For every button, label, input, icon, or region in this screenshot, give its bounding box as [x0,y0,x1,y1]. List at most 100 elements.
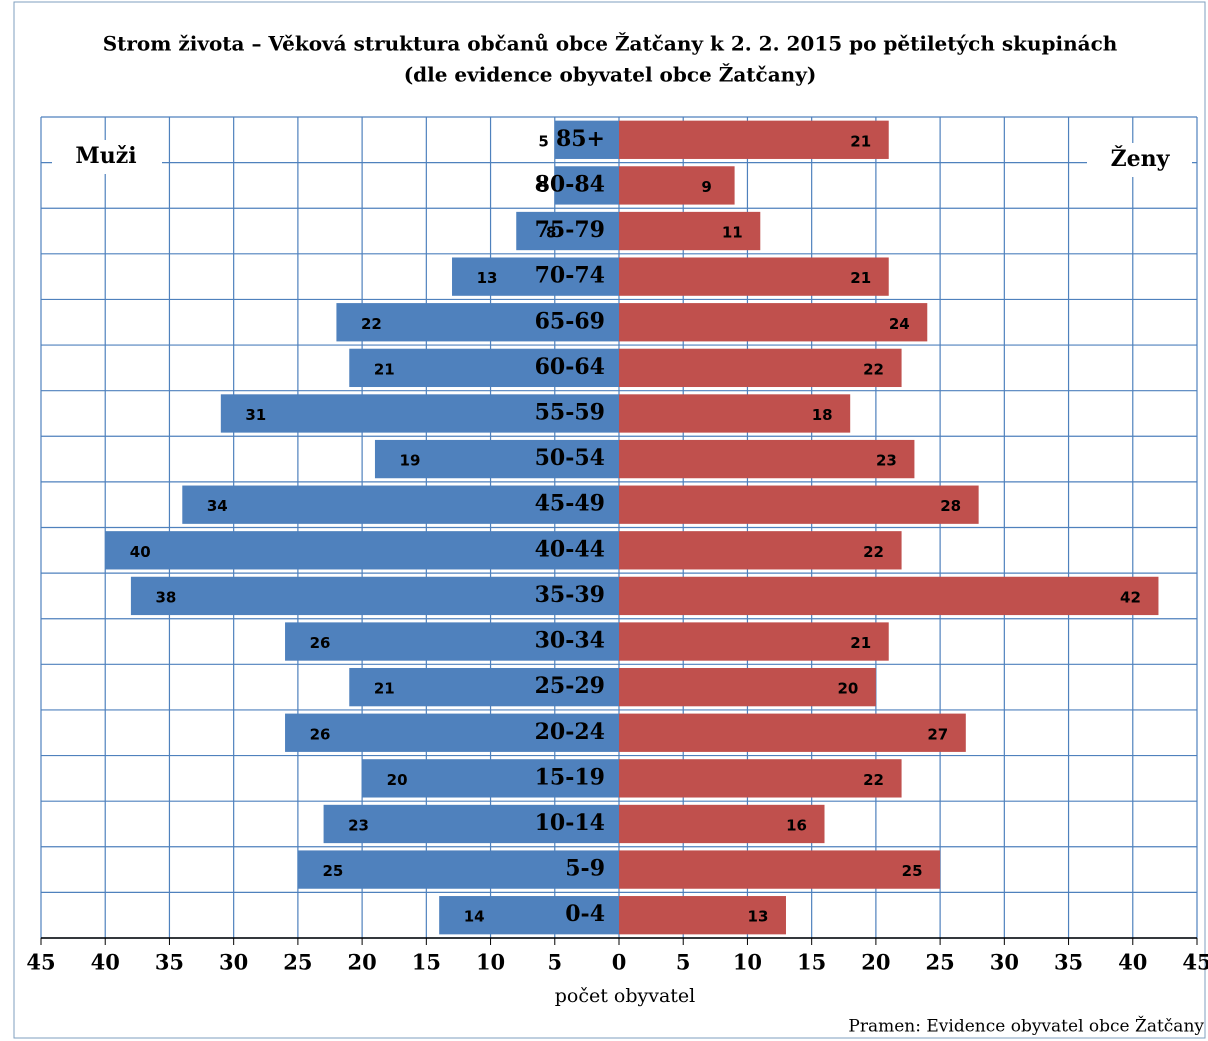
value-label: 26 [310,725,331,743]
category-label: 75-79 [535,217,605,243]
category-label: 15-19 [535,764,605,790]
bar [619,485,979,524]
value-label: 18 [812,406,833,424]
value-label: 5 [538,178,548,196]
x-tick-label: 35 [1054,950,1083,975]
bar [349,348,619,388]
x-tick-label: 45 [1182,950,1208,975]
legend-label: Muži [75,143,136,169]
value-label: 19 [400,452,421,470]
category-label: 45-49 [535,491,605,517]
category-label: 50-54 [535,445,605,471]
value-label: 8 [546,224,556,242]
x-tick-label: 25 [283,950,312,975]
bar [619,896,786,935]
bar [220,394,620,433]
source-note: Pramen: Evidence obyvatel obce Žatčany [848,1016,1204,1037]
category-label: 60-64 [535,354,605,380]
value-label: 23 [876,452,897,470]
value-label: 22 [863,543,884,561]
value-label: 40 [130,543,151,561]
bar [336,303,619,342]
value-label: 21 [850,269,871,287]
bar [439,896,619,935]
x-axis-label: počet obyvatel [555,985,696,1007]
category-label: 85+ [556,126,605,152]
bar [130,576,619,616]
x-tick-label: 40 [1118,950,1147,975]
bar [349,667,619,707]
value-label: 21 [374,360,395,378]
bar [105,531,619,570]
value-label: 31 [245,406,266,424]
bar [619,166,735,205]
category-label: 55-59 [535,399,605,425]
bar [285,713,619,752]
legend-bg [1087,143,1192,177]
value-label: 28 [940,497,961,515]
x-tick-label: 10 [476,950,505,975]
value-label: 24 [889,315,910,333]
value-label: 20 [837,680,858,698]
value-label: 13 [477,269,498,287]
value-label: 21 [374,680,395,698]
bar [452,257,619,296]
value-label: 21 [850,132,871,150]
value-label: 38 [155,588,176,606]
x-tick-label: 40 [91,950,120,975]
legend-bg [52,140,162,174]
value-label: 22 [361,315,382,333]
x-tick-label: 15 [412,950,441,975]
category-label: 30-34 [535,628,605,654]
value-label: 34 [207,497,228,515]
category-label: 70-74 [535,263,605,289]
value-label: 42 [1120,588,1141,606]
x-tick-label: 35 [155,950,184,975]
bar [619,531,902,570]
category-label: 0-4 [565,901,605,927]
bar [619,120,889,159]
bar [619,211,761,251]
x-tick-label: 5 [547,950,562,975]
category-label: 40-44 [535,536,605,562]
chart-subtitle: (dle evidence obyvatel obce Žatčany) [404,63,817,87]
bar [619,804,825,844]
plot-area: 45 40 35 30 25 20 15 10 5 0 5 10 15 20 25 30 35 40 45 5 5 8 13… [26,116,1208,975]
bar [554,120,619,159]
value-label: 25 [902,862,923,880]
bar [554,166,619,205]
bar [362,759,619,798]
value-label: 23 [348,816,369,834]
x-tick-label: 20 [861,950,890,975]
value-label: 21 [850,634,871,652]
bar [619,713,966,752]
bar [619,303,928,342]
value-label: 16 [786,816,807,834]
bar [619,576,1159,616]
category-label: 20-24 [535,719,605,745]
value-label: 13 [748,908,769,926]
bar [182,485,620,524]
legend-label: Ženy [1111,145,1171,172]
bar [374,439,619,479]
bar [285,622,619,661]
x-tick-label: 45 [26,950,55,975]
bar [297,850,619,889]
category-label: 5-9 [565,856,605,882]
x-tick-label: 20 [347,950,376,975]
x-tick-label: 30 [219,950,248,975]
x-tick-label: 10 [733,950,762,975]
category-label: 25-29 [535,673,605,699]
x-tick-label: 25 [925,950,954,975]
bar [619,667,876,707]
x-tick-label: 0 [612,950,627,975]
value-label: 5 [538,132,548,150]
bar [619,439,915,479]
x-tick-label: 30 [990,950,1019,975]
category-label: 35-39 [535,582,605,608]
value-label: 25 [322,862,343,880]
value-label: 9 [701,178,711,196]
chart-title: Strom života – Věková struktura občanů o… [103,32,1118,56]
category-label: 10-14 [535,810,605,836]
category-label: 80-84 [535,171,605,197]
